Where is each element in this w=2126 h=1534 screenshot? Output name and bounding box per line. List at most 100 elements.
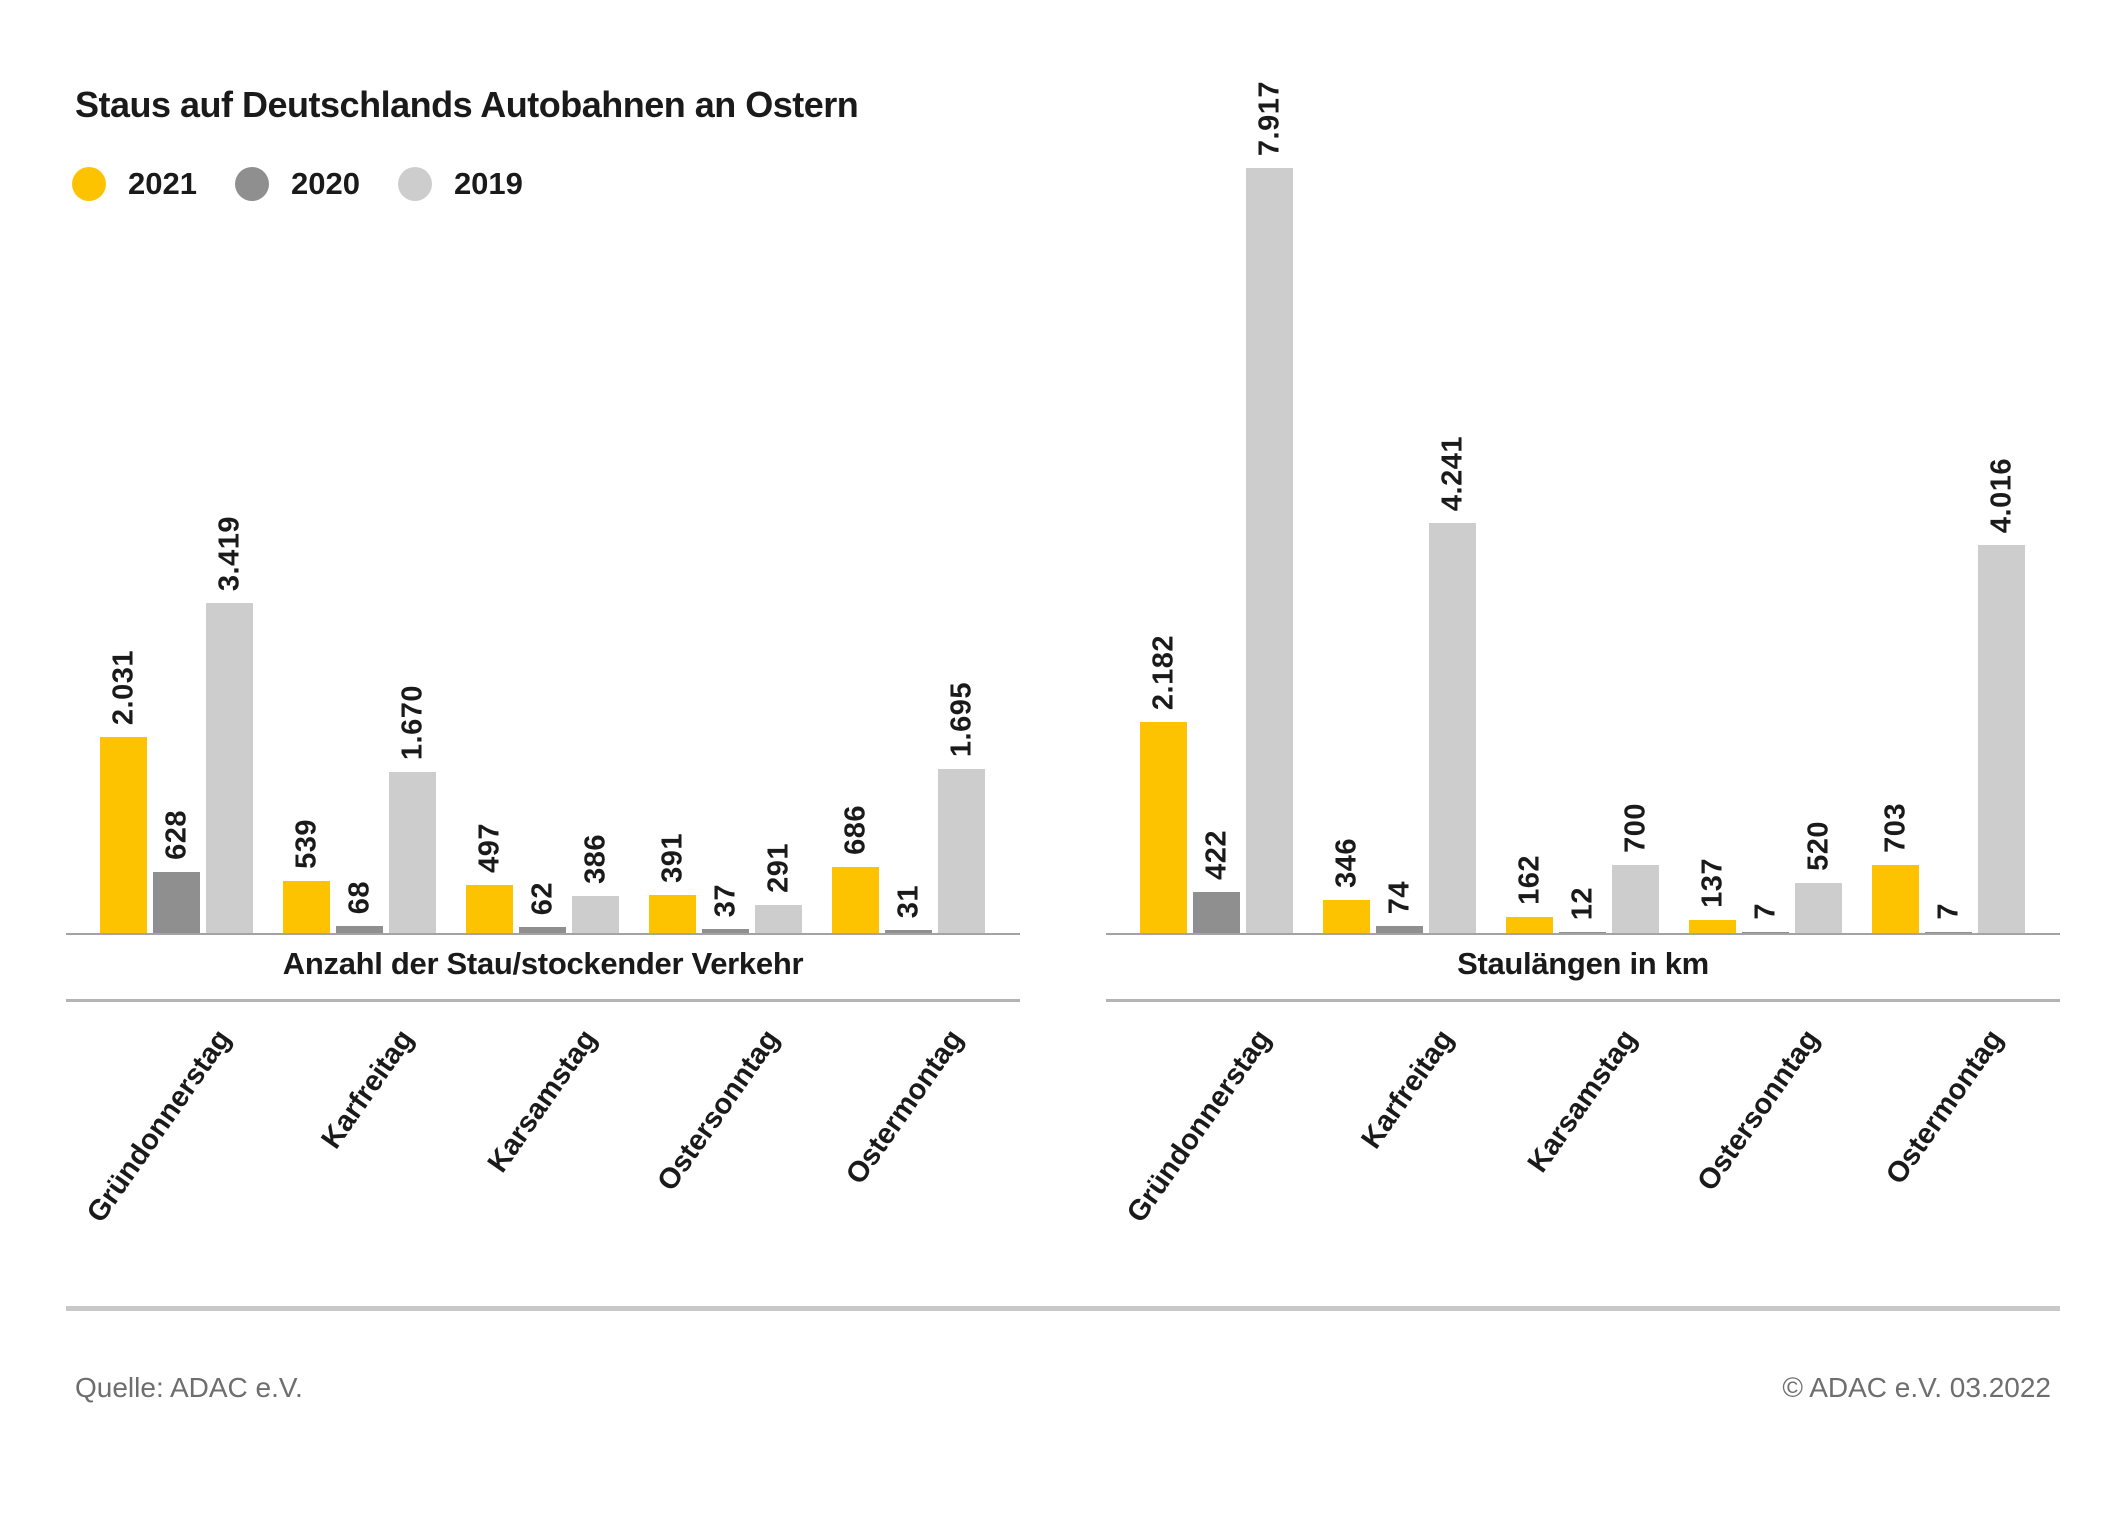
legend-dot-2021 (72, 167, 106, 201)
value-label-2019-ostermontag: 1.695 (945, 681, 977, 757)
value-label-2021-karfreitag: 346 (1330, 838, 1362, 888)
bar-2021-ostermontag: 703 (1872, 803, 1919, 933)
chart-anzahl-staus: 2.031 628 3.419 539 68 1.670 497 62 386 391 37 291 6… (66, 0, 1020, 1534)
bar-2019-gruendonnerstag: 7.917 (1246, 81, 1293, 933)
value-label-2019-ostersonntag: 291 (762, 843, 794, 893)
bar-2020-ostermontag: 31 (885, 885, 932, 933)
category-cell-karsamstag: Karsamstag (466, 1004, 619, 1294)
legend-label: 2020 (290, 166, 360, 201)
value-label-2021-karfreitag: 539 (290, 819, 322, 869)
value-label-2021-ostersonntag: 137 (1696, 858, 1728, 908)
bar-2021-gruendonnerstag: 2.182 (1140, 635, 1187, 933)
value-label-2020-gruendonnerstag: 628 (160, 810, 192, 860)
x-axis-line (1106, 933, 2060, 935)
category-cell-gruendonnerstag: Gründonnerstag (81, 1004, 253, 1294)
value-label-2020-karfreitag: 68 (343, 880, 375, 914)
axis-title: Anzahl der Stau/stockender Verkehr (282, 946, 804, 981)
legend-item-2020: 2020 (234, 166, 360, 202)
bar-group-ostermontag: 686 31 1.695 (832, 682, 985, 933)
value-label-2019-gruendonnerstag: 7.917 (1253, 80, 1285, 156)
axis-title: Staulängen in km (1457, 946, 1709, 981)
category-cell-ostermontag: Ostermontag (832, 1004, 985, 1294)
bar-2020-gruendonnerstag: 628 (153, 810, 200, 933)
bar-2021-karfreitag: 539 (283, 819, 330, 933)
bar-2020-ostermontag: 7 (1925, 903, 1972, 933)
category-label-ostermontag: Ostermontag (1879, 1024, 2010, 1191)
copyright-note: © ADAC e.V. 03.2022 (1782, 1372, 2051, 1403)
value-label-2021-gruendonnerstag: 2.031 (107, 649, 139, 725)
value-label-2019-karfreitag: 4.241 (1436, 435, 1468, 511)
value-label-2020-ostersonntag: 7 (1749, 903, 1781, 920)
value-label-2020-karsamstag: 12 (1566, 886, 1598, 920)
value-label-2021-ostersonntag: 391 (656, 833, 688, 883)
legend-label: 2019 (453, 166, 523, 201)
legend-label: 2021 (128, 166, 197, 201)
category-axis: Gründonnerstag Karfreitag Karsamstag Osters… (1106, 1004, 2060, 1294)
value-label-2020-ostermontag: 7 (1932, 903, 1964, 920)
bar-2021-karsamstag: 497 (466, 823, 513, 933)
axis-title-rule (1106, 999, 2060, 1002)
bar-2020-ostersonntag: 37 (702, 884, 749, 933)
bar-2019-karsamstag: 700 (1612, 803, 1659, 933)
bar-2019-gruendonnerstag: 3.419 (206, 516, 253, 933)
bar-group-ostermontag: 703 7 4.016 (1872, 458, 2025, 933)
legend-dot-2020 (234, 167, 269, 201)
value-label-2019-ostermontag: 4.016 (1985, 457, 2017, 533)
bar-group-ostersonntag: 137 7 520 (1689, 821, 1842, 933)
bar-2021-ostersonntag: 137 (1689, 858, 1736, 933)
category-label-karfreitag: Karfreitag (1355, 1024, 1461, 1155)
category-label-karsamstag: Karsamstag (1521, 1024, 1644, 1179)
bar-2019-ostersonntag: 520 (1795, 821, 1842, 933)
bar-2020-ostersonntag: 7 (1742, 903, 1789, 933)
bar-2019-ostersonntag: 291 (755, 843, 802, 933)
bar-2021-karsamstag: 162 (1506, 855, 1553, 933)
value-label-2021-karsamstag: 497 (473, 823, 505, 873)
value-label-2019-gruendonnerstag: 3.419 (213, 515, 245, 591)
category-cell-ostermontag: Ostermontag (1872, 1004, 2025, 1294)
legend: 2021 2020 2019 (72, 166, 523, 202)
bar-group-karsamstag: 162 12 700 (1506, 803, 1659, 933)
page-title: Staus auf Deutschlands Autobahnen an Ost… (75, 84, 859, 125)
value-label-2021-ostermontag: 703 (1879, 803, 1911, 853)
bar-group-karsamstag: 497 62 386 (466, 823, 619, 933)
bar-2020-karfreitag: 74 (1376, 881, 1423, 933)
value-label-2021-gruendonnerstag: 2.182 (1147, 634, 1179, 710)
legend-item-2019: 2019 (397, 166, 523, 202)
bottom-divider (66, 1306, 2060, 1311)
bar-2019-karsamstag: 386 (572, 834, 619, 933)
bar-2020-gruendonnerstag: 422 (1193, 830, 1240, 933)
value-label-2021-karsamstag: 162 (1513, 855, 1545, 905)
value-label-2019-ostersonntag: 520 (1802, 821, 1834, 871)
bar-2019-ostermontag: 1.695 (938, 682, 985, 933)
bar-group-karfreitag: 346 74 4.241 (1323, 436, 1476, 933)
plot-area: 2.182 422 7.917 346 74 4.241 162 12 700 137 7 520 70… (1106, 0, 2060, 933)
chart-staulaengen-km: 2.182 422 7.917 346 74 4.241 162 12 700 137 7 520 70… (1106, 0, 2060, 1534)
bar-group-gruendonnerstag: 2.031 628 3.419 (100, 516, 253, 933)
bar-group-ostersonntag: 391 37 291 (649, 833, 802, 933)
bar-2020-karsamstag: 62 (519, 882, 566, 933)
value-label-2019-karfreitag: 1.670 (396, 684, 428, 760)
value-label-2020-gruendonnerstag: 422 (1200, 830, 1232, 880)
category-label-karsamstag: Karsamstag (481, 1024, 604, 1179)
category-cell-karfreitag: Karfreitag (1323, 1004, 1476, 1294)
bar-group-karfreitag: 539 68 1.670 (283, 685, 436, 933)
bar-2020-karfreitag: 68 (336, 881, 383, 933)
value-label-2019-karsamstag: 386 (579, 834, 611, 884)
legend-item-2021: 2021 (72, 166, 197, 202)
value-label-2019-karsamstag: 700 (1619, 803, 1651, 853)
category-label-ostersonntag: Ostersonntag (1691, 1024, 1827, 1197)
value-label-2020-ostersonntag: 37 (709, 883, 741, 917)
bar-2021-gruendonnerstag: 2.031 (100, 650, 147, 933)
category-cell-karfreitag: Karfreitag (283, 1004, 436, 1294)
x-axis-line (66, 933, 1020, 935)
legend-dot-2019 (397, 167, 432, 201)
value-label-2020-karfreitag: 74 (1383, 880, 1415, 914)
category-cell-karsamstag: Karsamstag (1506, 1004, 1659, 1294)
category-label-gruendonnerstag: Gründonnerstag (80, 1024, 238, 1229)
bar-2021-karfreitag: 346 (1323, 838, 1370, 933)
bar-2021-ostersonntag: 391 (649, 833, 696, 933)
bar-2019-karfreitag: 4.241 (1429, 436, 1476, 933)
plot-area: 2.031 628 3.419 539 68 1.670 497 62 386 391 37 291 6… (66, 0, 1020, 933)
category-cell-gruendonnerstag: Gründonnerstag (1121, 1004, 1293, 1294)
